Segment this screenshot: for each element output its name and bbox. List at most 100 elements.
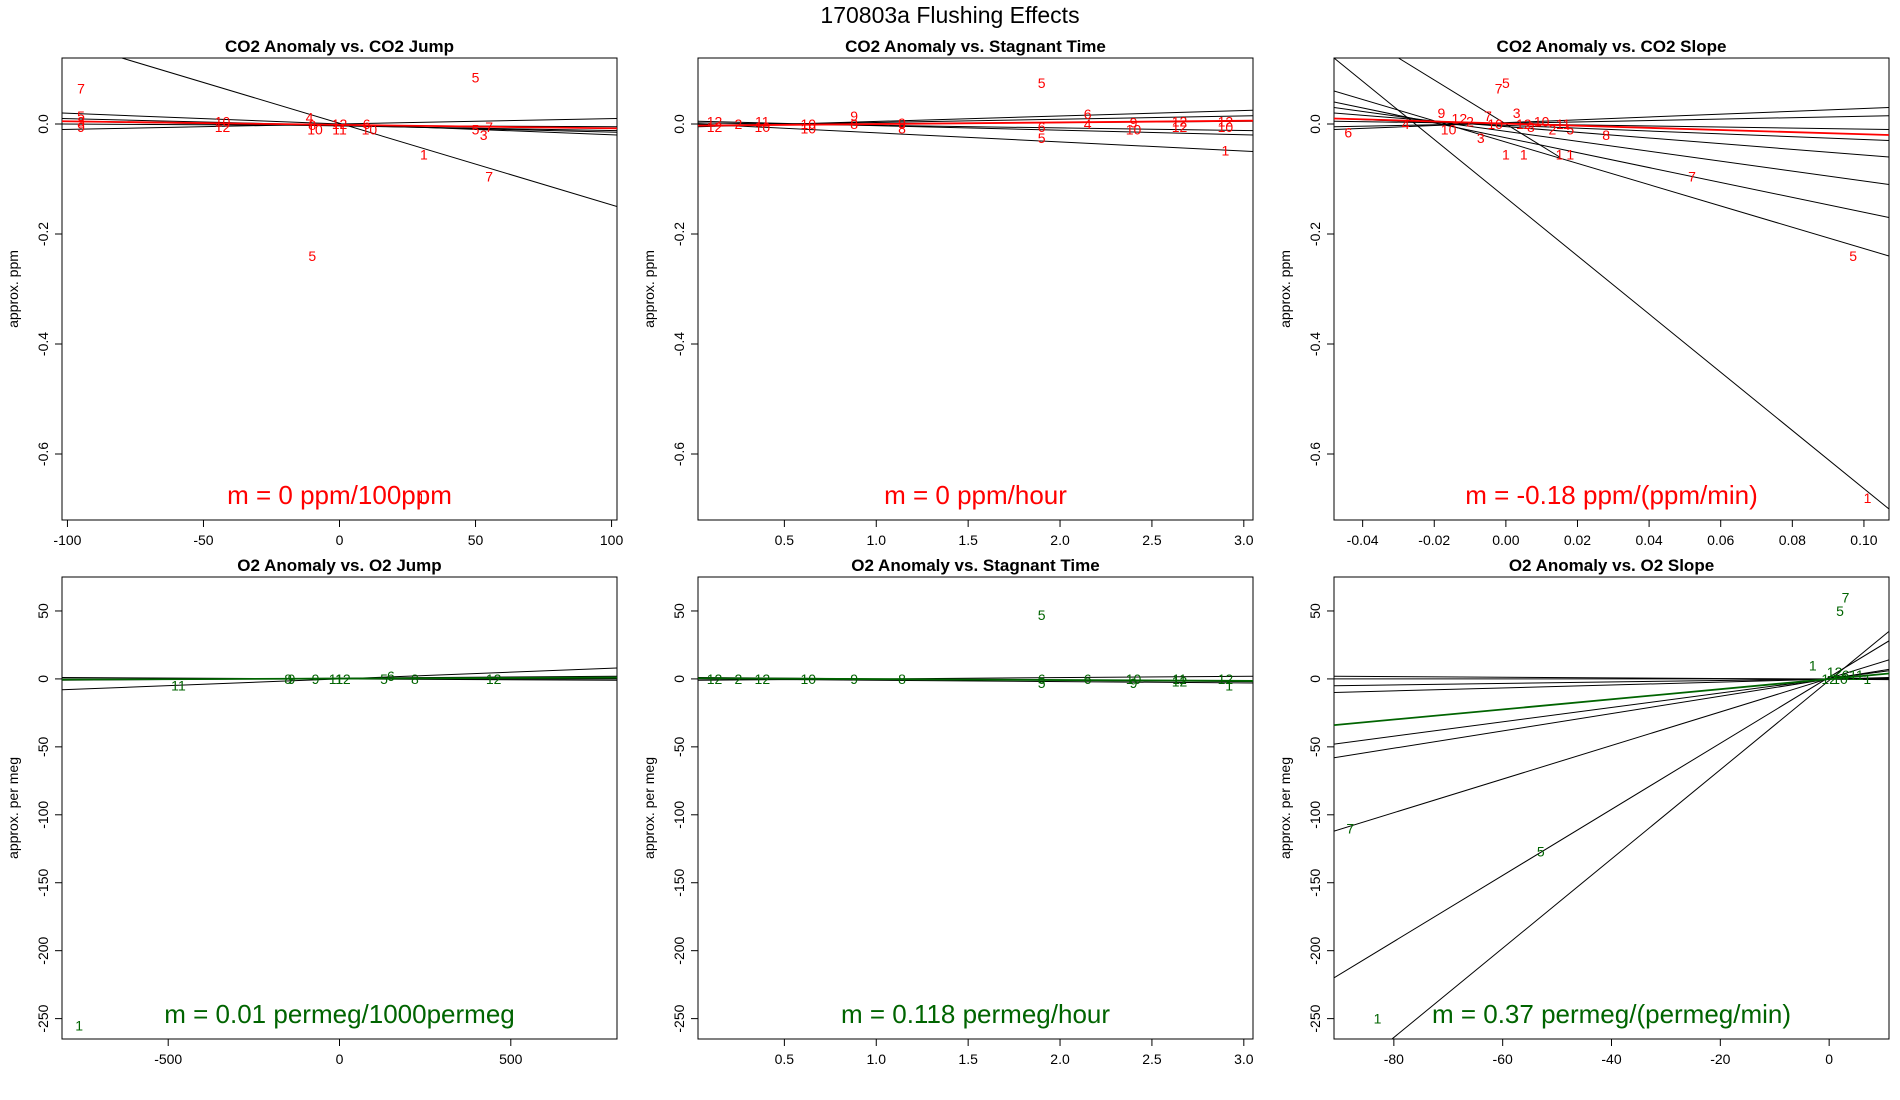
data-point-label: 6 (1842, 667, 1850, 683)
data-point-label: 12 (1172, 674, 1188, 690)
y-tick-label: -0.6 (35, 442, 51, 466)
regression-line (1334, 668, 1889, 759)
data-point-label: 5 (472, 122, 480, 138)
data-point-label: 8 (411, 671, 419, 687)
regression-line (698, 678, 1253, 684)
chart-title: O2 Anomaly vs. O2 Jump (237, 556, 441, 575)
plot-frame (1333, 576, 1890, 1040)
data-point-label: 2 (735, 671, 743, 687)
data-point-label: 10 (1832, 671, 1848, 687)
data-point-label: 6 (363, 116, 371, 132)
data-point-label: 11 (1172, 671, 1187, 687)
data-point-label: 1 (1502, 146, 1510, 162)
data-point-label: 10 (1218, 119, 1234, 135)
data-point-label: 9 (898, 115, 906, 131)
data-point-label: 3 (77, 113, 85, 129)
regression-line (1334, 115, 1889, 128)
chart-title: O2 Anomaly vs. Stagnant Time (851, 556, 1099, 575)
data-point-label: 10 (1126, 122, 1142, 138)
data-point-label: 12 (215, 119, 231, 135)
data-point-label: 6 (1084, 106, 1092, 122)
y-axis-label: approx. ppm (1277, 250, 1293, 328)
regression-line (698, 120, 1253, 136)
x-tick-label: 50 (468, 532, 484, 548)
data-point-label: 5 (380, 671, 388, 687)
data-point-label: 7 (1688, 168, 1696, 184)
regression-line (1334, 112, 1889, 158)
y-tick-label: 0.0 (671, 114, 687, 134)
y-tick-label: -0.6 (671, 442, 687, 466)
x-tick-label: -20 (1710, 1051, 1730, 1067)
regression-line (1334, 677, 1889, 693)
data-point-label: 5 (1537, 843, 1545, 859)
y-tick-label: 50 (35, 603, 51, 619)
x-tick-label: 0.5 (775, 1051, 795, 1067)
plot-frame (61, 576, 618, 1040)
data-point-label: 10 (1126, 671, 1142, 687)
chart-title: O2 Anomaly vs. O2 Slope (1509, 556, 1714, 575)
y-tick-label: -200 (671, 936, 687, 964)
data-point-label: 12 (1172, 113, 1188, 129)
y-tick-label: 0.0 (1307, 114, 1323, 134)
data-point-label: 1 (171, 678, 179, 694)
regression-line (698, 123, 1253, 152)
data-point-label: 1 (1566, 146, 1574, 162)
data-point-label: 8 (1602, 127, 1610, 143)
data-point-label: 12 (707, 671, 723, 687)
regression-line (1334, 659, 1889, 832)
data-point-label: 5 (1038, 130, 1046, 146)
regression-line (1334, 640, 1889, 979)
data-point-label: 1 (1556, 146, 1564, 162)
x-tick-label: 0.08 (1779, 532, 1806, 548)
data-point-label: 8 (1527, 119, 1535, 135)
data-point-label: 10 (800, 120, 816, 136)
data-point-label: 10 (362, 122, 378, 138)
x-tick-label: 100 (600, 532, 624, 548)
x-tick-label: 1.5 (958, 532, 978, 548)
x-tick-label: 0 (336, 532, 344, 548)
data-point-label: 1 (1520, 146, 1528, 162)
y-axis-label: approx. per meg (1277, 757, 1293, 859)
x-tick-label: 0.06 (1707, 532, 1734, 548)
y-tick-label: -150 (671, 869, 687, 897)
y-tick-label: -0.4 (35, 332, 51, 356)
y-tick-label: -0.2 (671, 222, 687, 246)
data-point-label: 1 (1809, 657, 1817, 673)
data-point-label: 3 (1477, 130, 1485, 146)
overall-fit-line (1334, 117, 1889, 136)
y-tick-label: -200 (35, 936, 51, 964)
data-point-label: 6 (387, 668, 395, 684)
data-point-label: 5 (77, 108, 85, 124)
chart-title: CO2 Anomaly vs. Stagnant Time (845, 37, 1106, 56)
y-tick-label: 0.0 (35, 114, 51, 134)
x-tick-label: -0.02 (1418, 532, 1450, 548)
overall-fit-line (62, 676, 617, 681)
data-point-label: 8 (308, 117, 316, 133)
x-tick-label: 2.0 (1050, 532, 1070, 548)
data-point-label: 9 (288, 671, 296, 687)
data-point-label: 1 (1863, 671, 1871, 687)
y-axis-label: approx. ppm (641, 250, 657, 328)
y-tick-label: -250 (671, 1004, 687, 1032)
x-tick-label: 1.0 (867, 532, 887, 548)
data-point-label: 1 (417, 490, 425, 506)
data-point-label: 6 (1084, 671, 1092, 687)
data-point-label: 7 (1346, 820, 1354, 836)
data-point-label: 7 (485, 119, 493, 135)
data-point-label: 9 (1130, 675, 1138, 691)
y-axis-label: approx. ppm (5, 250, 21, 328)
data-point-label: 9 (312, 671, 320, 687)
x-tick-label: -0.04 (1347, 532, 1379, 548)
slope-annotation: m = 0.01 permeg/1000permeg (164, 999, 515, 1029)
data-point-label: 1 (1222, 142, 1230, 158)
y-tick-label: 50 (1307, 603, 1323, 619)
data-point-label: 12 (1218, 113, 1234, 129)
regression-line (1334, 670, 1889, 745)
x-tick-label: 1.0 (867, 1051, 887, 1067)
y-tick-label: -0.2 (1307, 222, 1323, 246)
chart-panel-6: O2 Anomaly vs. O2 Slope approx. per meg -8… (1277, 556, 1890, 1067)
data-point-label: 1 (178, 678, 186, 694)
regression-line (1391, 630, 1889, 1039)
data-point-label: 4 (1084, 116, 1092, 132)
